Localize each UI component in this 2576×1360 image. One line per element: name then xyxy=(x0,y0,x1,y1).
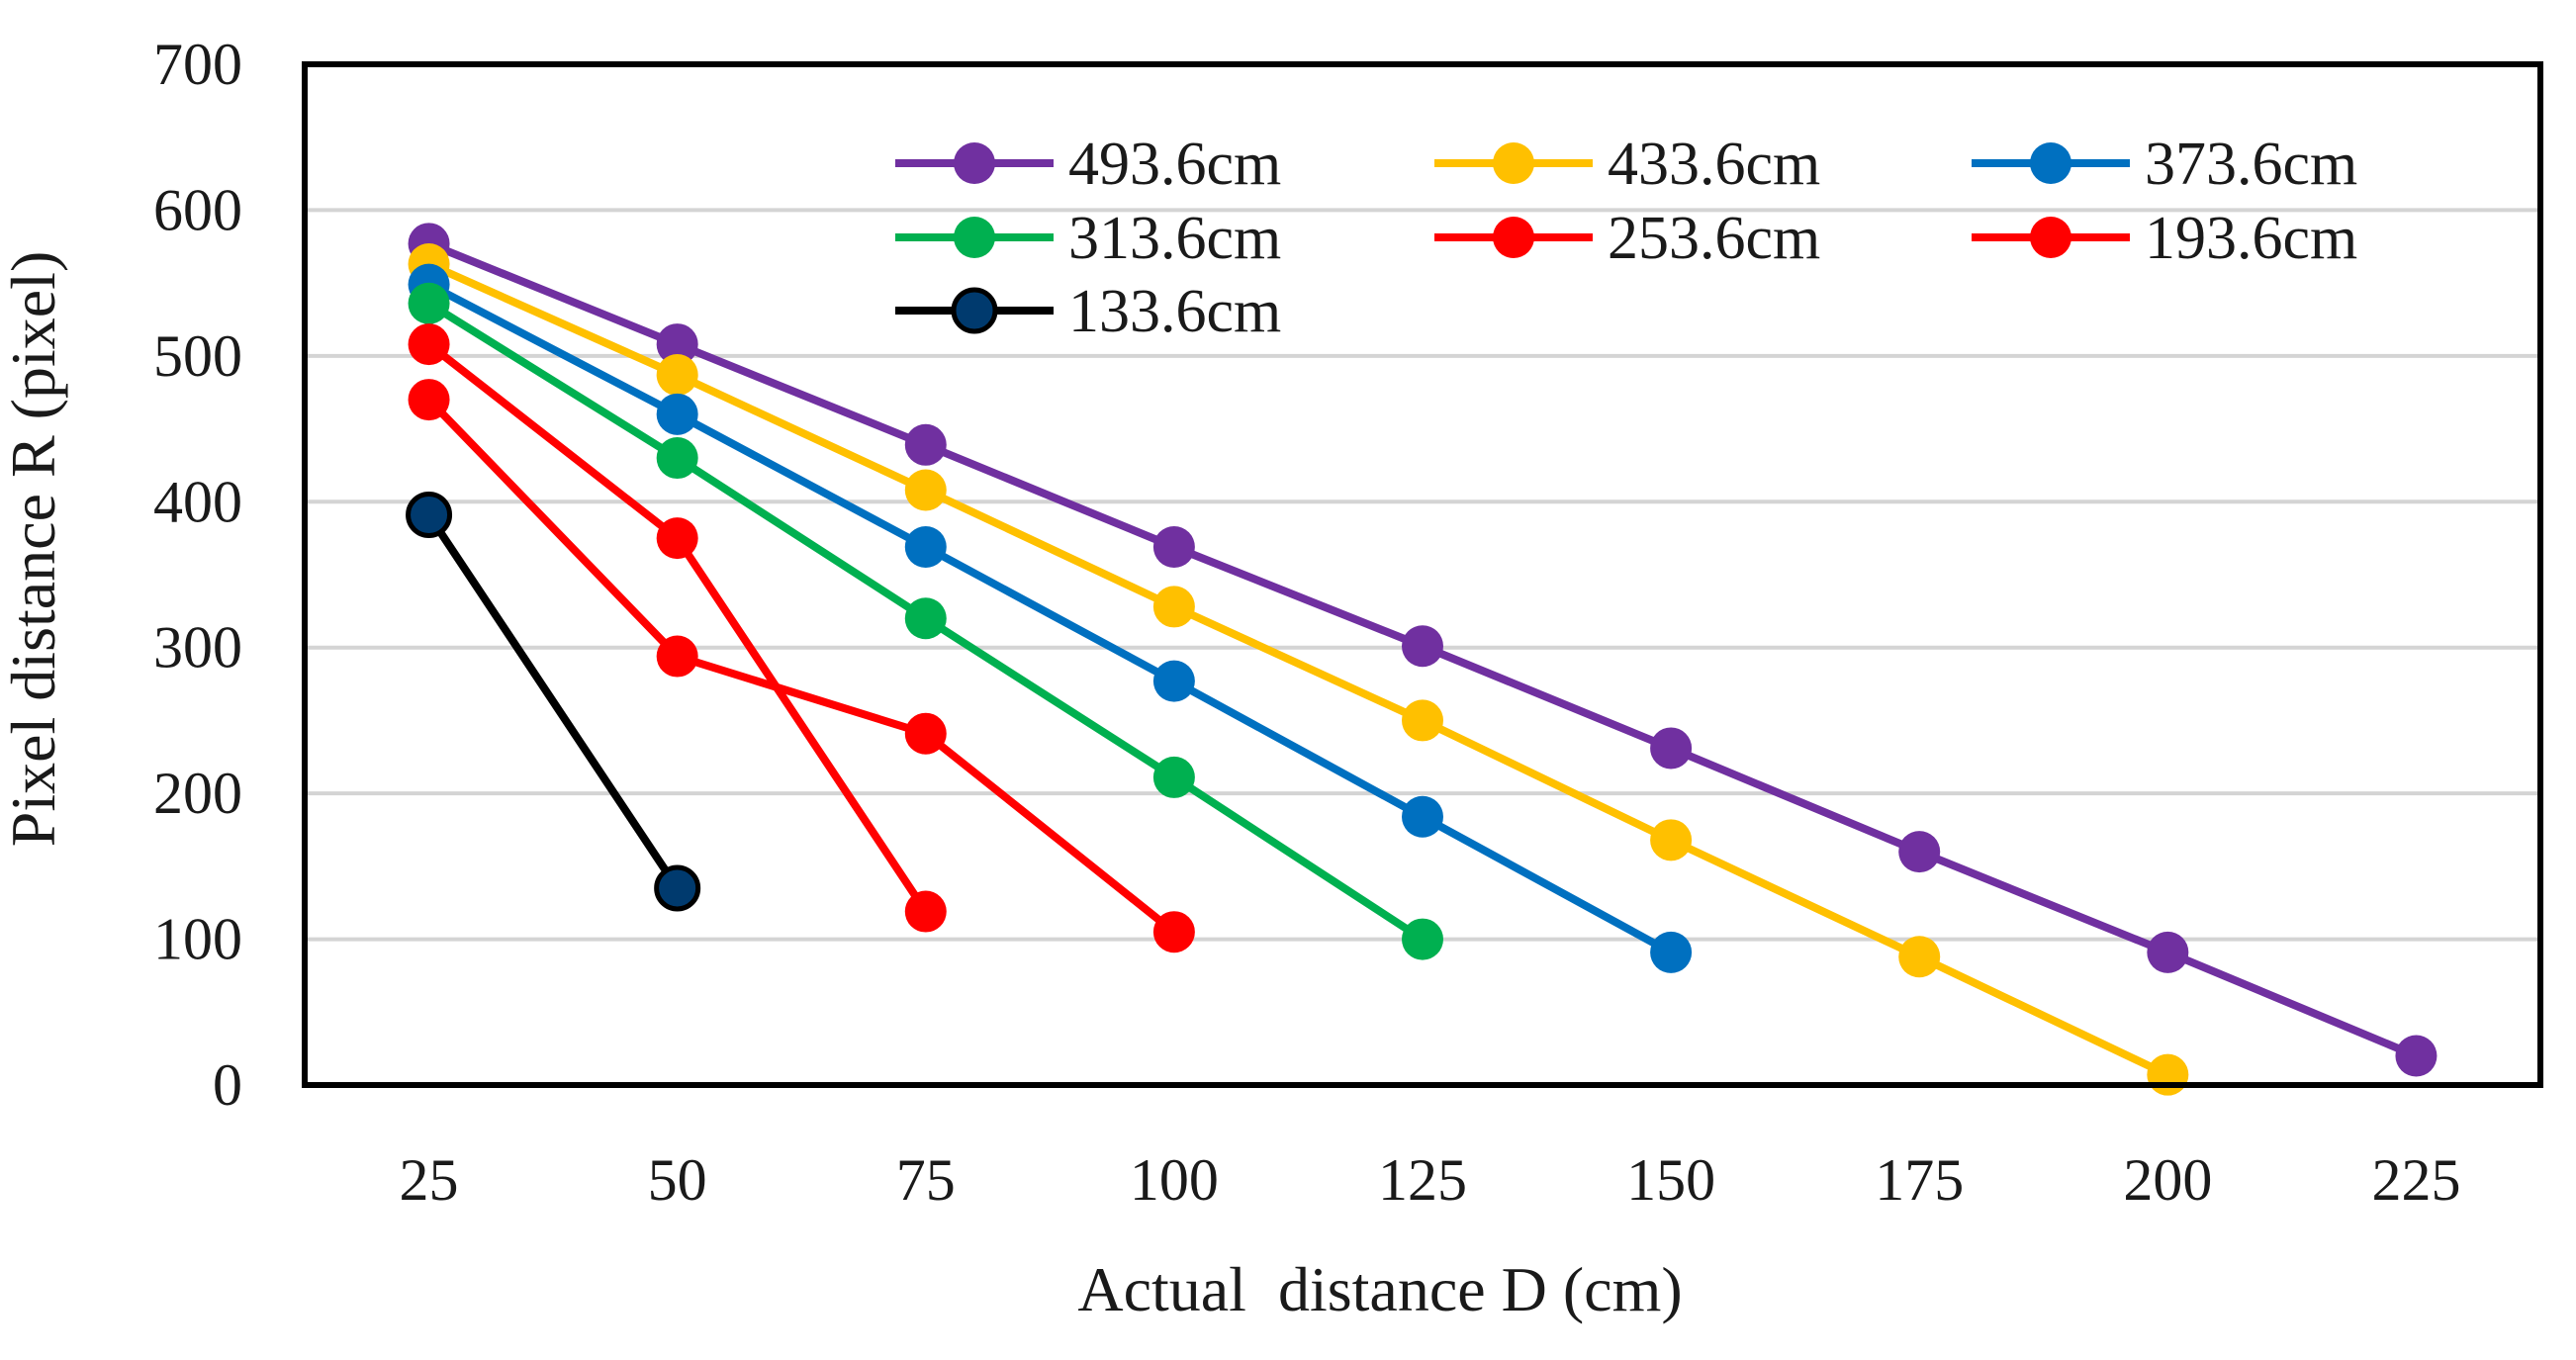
data-point xyxy=(904,423,947,466)
x-tick-label: 75 xyxy=(896,1147,956,1213)
x-tick-label: 125 xyxy=(1378,1147,1467,1213)
tick-labels: 0 100 200 300 400 500 600 700 25 50 75 100 125 150 175… xyxy=(153,32,2460,1213)
data-point xyxy=(656,517,698,560)
plot-frame xyxy=(302,61,2543,1088)
data-point xyxy=(1402,699,1443,742)
legend-label: 373.6cm xyxy=(2145,131,2357,198)
data-point xyxy=(1402,625,1443,668)
y-tick-label: 200 xyxy=(153,761,242,826)
series-133.6cm xyxy=(406,492,701,912)
y-tick-label: 0 xyxy=(213,1052,242,1118)
legend-swatch-marker xyxy=(954,142,995,184)
legend-item: 193.6cm xyxy=(1972,205,2357,272)
data-point xyxy=(1650,727,1693,770)
y-tick-label: 700 xyxy=(153,32,242,97)
x-tick-label: 200 xyxy=(2123,1147,2212,1213)
x-tick-label: 100 xyxy=(1130,1147,1219,1213)
series-line xyxy=(426,260,2170,1079)
series-line xyxy=(426,281,1674,956)
data-point xyxy=(1152,911,1195,953)
legend-swatch-marker xyxy=(1493,217,1534,258)
legend-item: 373.6cm xyxy=(1972,131,2357,198)
data-point xyxy=(904,712,947,755)
legend-label: 493.6cm xyxy=(1068,131,1281,198)
data-point xyxy=(1650,931,1693,973)
data-point xyxy=(408,282,450,324)
legend-label: 193.6cm xyxy=(2145,205,2357,272)
legend-label: 133.6cm xyxy=(1068,278,1281,345)
data-point xyxy=(656,354,698,397)
data-point xyxy=(1152,586,1195,628)
series-373.6cm xyxy=(408,263,1693,973)
data-point xyxy=(406,492,453,539)
y-axis-title: Pixel distance R (pixel) xyxy=(0,251,68,848)
legend: 493.6cm 433.6cm 373.6cm 313.6cm 253.6cm 193.6… xyxy=(895,131,2357,345)
data-point xyxy=(904,469,947,511)
legend-label: 253.6cm xyxy=(1608,205,1820,272)
legend-swatch-marker xyxy=(954,217,995,258)
data-point xyxy=(904,525,947,568)
y-tick-label: 500 xyxy=(153,323,242,389)
data-point xyxy=(1402,795,1443,838)
data-point xyxy=(408,379,450,421)
series-313.6cm xyxy=(408,282,1443,960)
x-axis-title: Actual distance D (cm) xyxy=(1077,1254,1682,1324)
series-193.6cm xyxy=(408,379,1195,953)
x-tick-label: 225 xyxy=(2371,1147,2460,1213)
x-tick-label: 25 xyxy=(400,1147,459,1213)
data-point xyxy=(408,323,450,366)
x-tick-label: 175 xyxy=(1875,1147,1964,1213)
data-point xyxy=(1152,660,1195,702)
data-point xyxy=(904,890,947,933)
data-point xyxy=(2147,1053,2189,1096)
y-tick-label: 600 xyxy=(153,177,242,242)
legend-item: 133.6cm xyxy=(895,278,1281,345)
legend-item: 433.6cm xyxy=(1434,131,1820,198)
series-line xyxy=(425,512,681,891)
legend-label: 433.6cm xyxy=(1608,131,1820,198)
legend-item: 493.6cm xyxy=(895,131,1281,198)
y-tick-label: 400 xyxy=(153,469,242,534)
data-point xyxy=(654,864,701,912)
data-point xyxy=(1898,936,1941,978)
legend-label: 313.6cm xyxy=(1068,205,1281,272)
legend-swatch-marker xyxy=(2030,142,2071,184)
data-point xyxy=(1650,819,1693,861)
series-line xyxy=(425,397,1177,936)
data-point xyxy=(1152,525,1195,568)
legend-swatch-marker xyxy=(951,287,998,334)
data-point xyxy=(1898,831,1941,873)
legend-swatch-marker xyxy=(2030,217,2071,258)
data-point xyxy=(2147,931,2189,973)
legend-swatch-marker xyxy=(1493,142,1534,184)
legend-item: 253.6cm xyxy=(1434,205,1820,272)
data-point xyxy=(656,393,698,435)
data-point xyxy=(656,635,698,678)
x-tick-label: 150 xyxy=(1626,1147,1715,1213)
data-point xyxy=(1402,918,1443,960)
data-point xyxy=(904,597,947,640)
data-point xyxy=(2395,1035,2438,1077)
data-point xyxy=(656,437,698,480)
y-tick-label: 300 xyxy=(153,615,242,680)
data-point xyxy=(656,323,698,366)
y-tick-label: 100 xyxy=(153,907,242,972)
axes xyxy=(302,61,2543,1088)
series-253.6cm xyxy=(408,323,947,933)
data-point xyxy=(1152,756,1195,798)
x-tick-label: 50 xyxy=(648,1147,707,1213)
legend-item: 313.6cm xyxy=(895,205,1281,272)
